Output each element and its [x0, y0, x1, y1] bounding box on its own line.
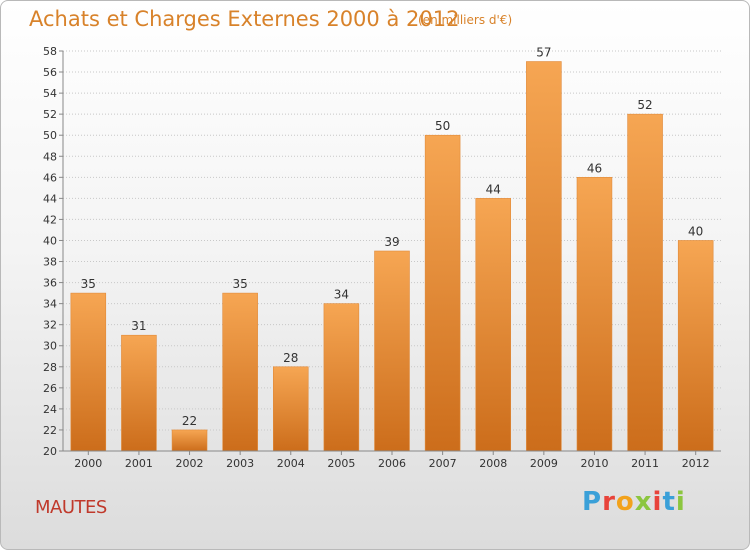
- x-tick-label-2003: 2003: [226, 457, 254, 470]
- proxiti-logo: Proxiti: [582, 487, 686, 517]
- bar-2001: [121, 334, 157, 452]
- value-label-2003: 35: [233, 277, 248, 291]
- y-tick-label: 24: [43, 403, 57, 416]
- place-name: MAUTES: [35, 497, 107, 518]
- value-label-2009: 57: [536, 46, 551, 60]
- x-tick-label-2008: 2008: [479, 457, 507, 470]
- y-tick-label: 54: [43, 87, 57, 100]
- value-label-2004: 28: [283, 351, 298, 365]
- y-tick-label: 58: [43, 45, 57, 58]
- value-label-2001: 31: [131, 319, 146, 333]
- x-tick-label-2002: 2002: [176, 457, 204, 470]
- y-tick-label: 32: [43, 319, 57, 332]
- bar-2006: [374, 250, 410, 452]
- logo-letter: i: [675, 487, 686, 517]
- bar-2003: [222, 292, 258, 452]
- x-tick-label-2006: 2006: [378, 457, 406, 470]
- logo-letter: t: [662, 487, 676, 517]
- y-tick-label: 42: [43, 213, 57, 226]
- x-tick-label-2010: 2010: [580, 457, 608, 470]
- bar-2010: [576, 177, 613, 452]
- y-tick-label: 40: [43, 234, 57, 247]
- logo-letter: x: [634, 487, 653, 517]
- bar-2004: [273, 366, 309, 452]
- bars: [70, 61, 714, 452]
- bar-2012: [677, 240, 714, 452]
- y-tick-label: 52: [43, 108, 57, 121]
- y-tick-label: 44: [43, 192, 57, 205]
- y-tick-label: 34: [43, 298, 57, 311]
- logo-letter: r: [602, 487, 616, 517]
- y-tick-label: 50: [43, 129, 57, 142]
- chart-title: Achats et Charges Externes 2000 à 2012: [29, 7, 460, 31]
- chart-subtitle: (en milliers d'€): [418, 13, 513, 27]
- y-tick-label: 20: [43, 445, 57, 458]
- value-label-2002: 22: [182, 414, 197, 428]
- y-tick-label: 38: [43, 256, 57, 269]
- y-tick-label: 30: [43, 340, 57, 353]
- x-axis-ticks: 2000 2001 2002 2003 2004 2005 2006 2007 2008 2009…: [74, 451, 710, 470]
- y-tick-label: 56: [43, 66, 57, 79]
- bar-2009: [526, 61, 562, 452]
- value-label-2012: 40: [688, 224, 703, 238]
- x-tick-label-2005: 2005: [327, 457, 355, 470]
- x-tick-label-2007: 2007: [429, 457, 457, 470]
- bar-2002: [171, 429, 208, 452]
- logo-letter: o: [615, 487, 635, 517]
- x-tick-label-2012: 2012: [682, 457, 710, 470]
- x-tick-label-2001: 2001: [125, 457, 153, 470]
- value-label-2000: 35: [81, 277, 96, 291]
- value-label-2010: 46: [587, 161, 602, 175]
- value-labels: 35 31 22 35 28 34 39 50 44 57 46 52 40: [81, 46, 704, 428]
- value-label-2005: 34: [334, 288, 349, 302]
- value-label-2006: 39: [384, 235, 399, 249]
- y-tick-label: 26: [43, 382, 57, 395]
- logo-letter: i: [652, 487, 663, 517]
- y-axis-ticks: 20 22 24 26 28 30 32 34 36 38 40 42 44 46 48 50 52 54 56 58: [43, 45, 63, 458]
- value-label-2008: 44: [486, 182, 501, 196]
- bar-2005: [323, 303, 360, 452]
- value-label-2007: 50: [435, 119, 450, 133]
- bar-2011: [627, 113, 663, 452]
- logo-letter: P: [582, 487, 603, 517]
- y-tick-label: 36: [43, 277, 57, 290]
- y-tick-label: 28: [43, 361, 57, 374]
- y-tick-label: 48: [43, 150, 57, 163]
- bar-2000: [70, 292, 107, 452]
- x-tick-label-2011: 2011: [631, 457, 659, 470]
- y-tick-label: 22: [43, 424, 57, 437]
- x-tick-label-2000: 2000: [74, 457, 102, 470]
- value-label-2011: 52: [637, 98, 652, 112]
- y-tick-label: 46: [43, 171, 57, 184]
- x-tick-label-2004: 2004: [277, 457, 305, 470]
- bar-2007: [424, 134, 461, 452]
- bar-2008: [475, 198, 511, 452]
- x-tick-label-2009: 2009: [530, 457, 558, 470]
